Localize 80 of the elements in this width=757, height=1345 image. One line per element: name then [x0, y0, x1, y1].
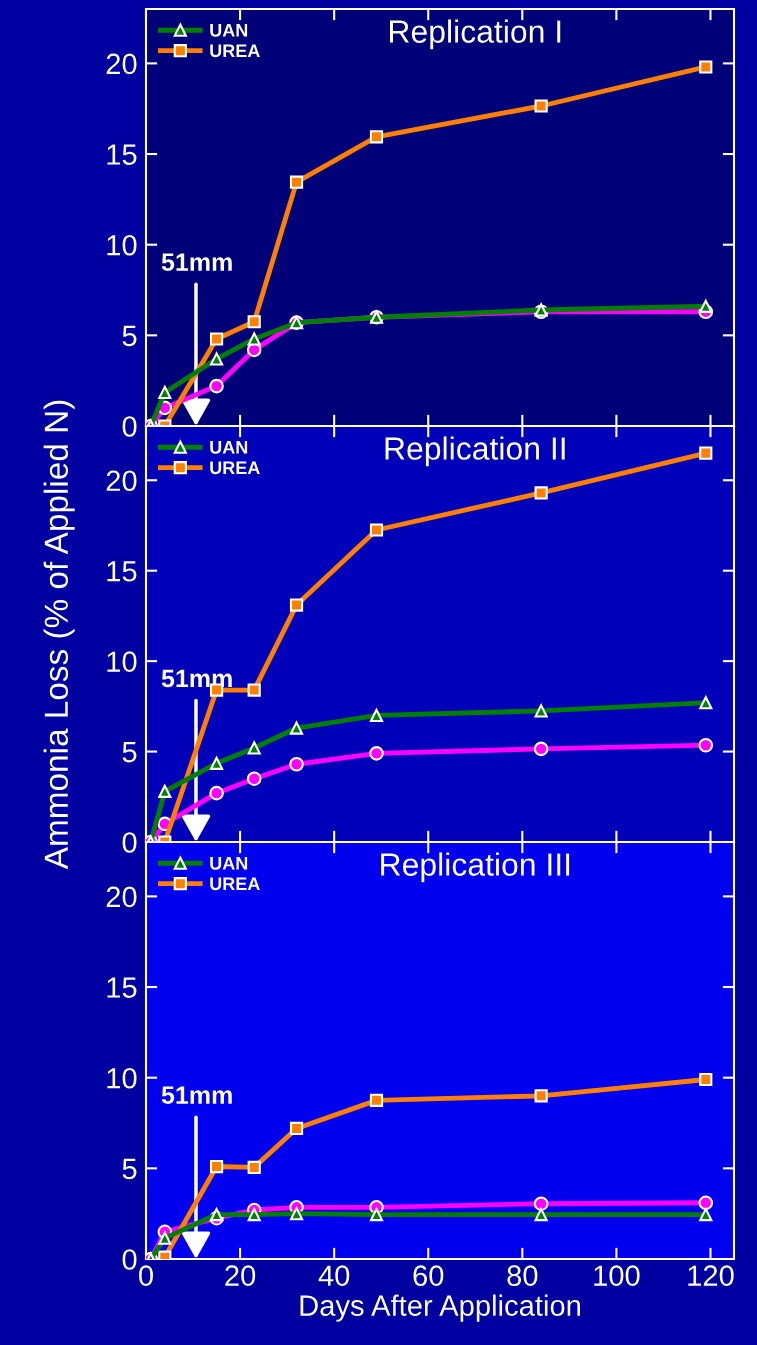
point [369, 130, 384, 144]
point [209, 1207, 224, 1222]
y-tick-label: 5 [122, 742, 137, 763]
point [369, 523, 384, 537]
point [289, 756, 304, 772]
point [699, 446, 713, 460]
y-tick-label: 15 [107, 561, 137, 582]
point [247, 315, 261, 329]
point [158, 1231, 172, 1245]
point [209, 352, 224, 366]
point [698, 737, 714, 753]
chart-title: Replication II [385, 436, 565, 467]
legend-label: UREA [210, 877, 260, 891]
point [698, 1195, 714, 1211]
annotation: 51mm [161, 1086, 232, 1104]
x-tick-label: 40 [318, 1265, 350, 1286]
point [289, 175, 304, 189]
point [534, 486, 548, 500]
y-tick-label: 10 [107, 651, 137, 672]
point [533, 741, 549, 757]
point [369, 1207, 384, 1222]
point [209, 332, 224, 346]
point [699, 1207, 713, 1222]
legend-label: UAN [210, 441, 248, 454]
point [534, 99, 548, 113]
point [246, 771, 262, 786]
point [158, 784, 172, 798]
y-tick-label: 5 [122, 325, 137, 347]
point [699, 299, 713, 313]
point [209, 1159, 224, 1174]
y-tick-label: 0 [122, 1249, 137, 1270]
x-tick-label: 20 [225, 1265, 256, 1286]
y-tick-label: 0 [122, 416, 137, 437]
legend-label: UAN [210, 857, 248, 870]
point [209, 785, 224, 801]
legend-label: UREA [210, 461, 260, 475]
x-tick-label: 120 [688, 1265, 734, 1286]
point [247, 332, 261, 346]
y-tick-label: 20 [106, 470, 137, 492]
x-tick-label: 80 [507, 1265, 538, 1286]
point [289, 1207, 304, 1221]
point [369, 1093, 384, 1107]
point [247, 1207, 261, 1222]
chart-title: Replication III [381, 852, 570, 883]
y-tick-label: 20 [106, 886, 137, 908]
x-axis-title: Days After Application [300, 1294, 580, 1322]
x-tick-label: 100 [594, 1265, 640, 1286]
point [533, 1196, 549, 1211]
point [534, 704, 548, 718]
point [369, 708, 384, 722]
y-tick-label: 15 [107, 977, 137, 998]
point [247, 741, 261, 755]
annotation: 51mm [161, 669, 232, 688]
point [158, 385, 172, 400]
legend-label: UAN [210, 24, 248, 37]
y-tick-label: 5 [122, 1158, 137, 1180]
point [699, 60, 713, 74]
y-tick-label: 10 [107, 234, 137, 256]
chart-title: Replication I [390, 19, 561, 50]
y-tick-label: 10 [107, 1067, 137, 1089]
y-tick-label: 0 [122, 832, 137, 853]
point [369, 746, 384, 761]
point [209, 378, 224, 394]
annotation: 51mm [161, 253, 232, 271]
point [289, 598, 304, 612]
point [289, 721, 304, 735]
point [699, 696, 713, 710]
point [289, 1121, 304, 1136]
point [209, 756, 224, 770]
y-tick-label: 15 [107, 144, 137, 165]
y-axis-title: Ammonia Loss (% of Applied N) [43, 400, 75, 870]
point [534, 1207, 548, 1222]
point [247, 1160, 261, 1175]
point [247, 683, 261, 697]
point [534, 1089, 548, 1103]
x-tick-label: 0 [139, 1265, 153, 1286]
y-tick-label: 20 [106, 53, 137, 75]
legend-label: UREA [210, 44, 260, 58]
point [699, 1072, 713, 1087]
x-tick-label: 60 [413, 1265, 444, 1286]
